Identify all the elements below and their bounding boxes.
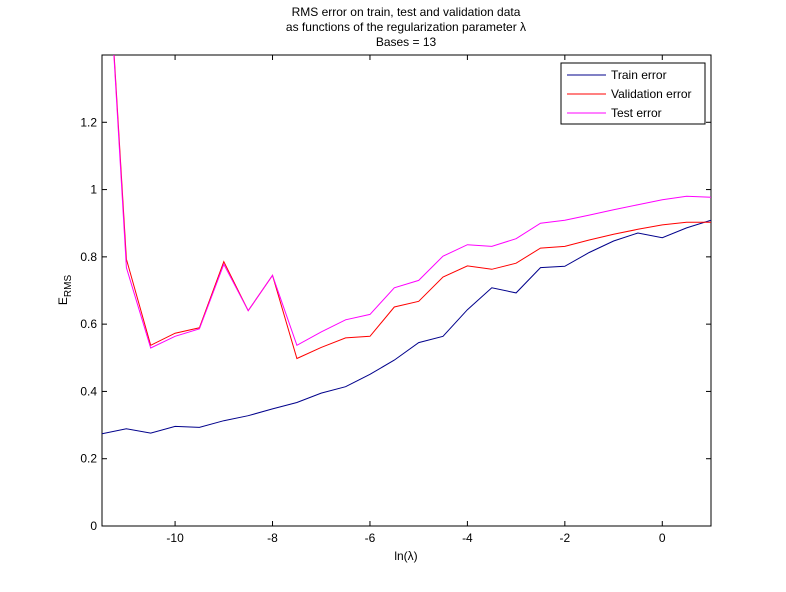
y-axis-label-main: E (56, 297, 70, 305)
y-tick-label: 0.6 (80, 317, 97, 331)
series-line-train-error (102, 219, 711, 435)
y-axis-label: ERMS (56, 275, 74, 306)
x-tick-label: -8 (267, 531, 278, 545)
y-tick-label: 1.2 (80, 115, 97, 129)
axis-ticks: -10 -8 -6 -4 -2 0 0 0.2 0.4 0.6 0.8 1 1.2 (80, 55, 711, 545)
y-axis-label-subscript: RMS (63, 275, 74, 298)
legend: Train error Validation error Test error (560, 62, 706, 125)
y-tick-label: 0.4 (80, 384, 97, 398)
chart-title: RMS error on train, test and validation … (286, 5, 526, 49)
y-tick-label: 1 (90, 183, 97, 197)
x-tick-label: 0 (659, 531, 666, 545)
legend-label-train-error: Train error (611, 68, 667, 82)
x-tick-label: -2 (560, 531, 571, 545)
series-group (102, 55, 711, 435)
legend-label-test-error: Test error (611, 106, 662, 120)
y-tick-label: 0 (90, 519, 97, 533)
x-axis-label: ln(λ) (394, 549, 417, 563)
chart-title-line-1: RMS error on train, test and validation … (292, 5, 521, 19)
chart-title-line-3: Bases = 13 (376, 35, 437, 49)
x-tick-label: -4 (462, 531, 473, 545)
y-tick-label: 0.2 (80, 452, 97, 466)
plot-area (101, 54, 712, 527)
legend-label-validation-error: Validation error (611, 87, 691, 101)
x-tick-label: -6 (365, 531, 376, 545)
chart-title-line-2: as functions of the regularization param… (286, 20, 526, 34)
x-tick-label: -10 (166, 531, 184, 545)
series-line-test-error (113, 55, 711, 349)
y-tick-label: 0.8 (80, 250, 97, 264)
